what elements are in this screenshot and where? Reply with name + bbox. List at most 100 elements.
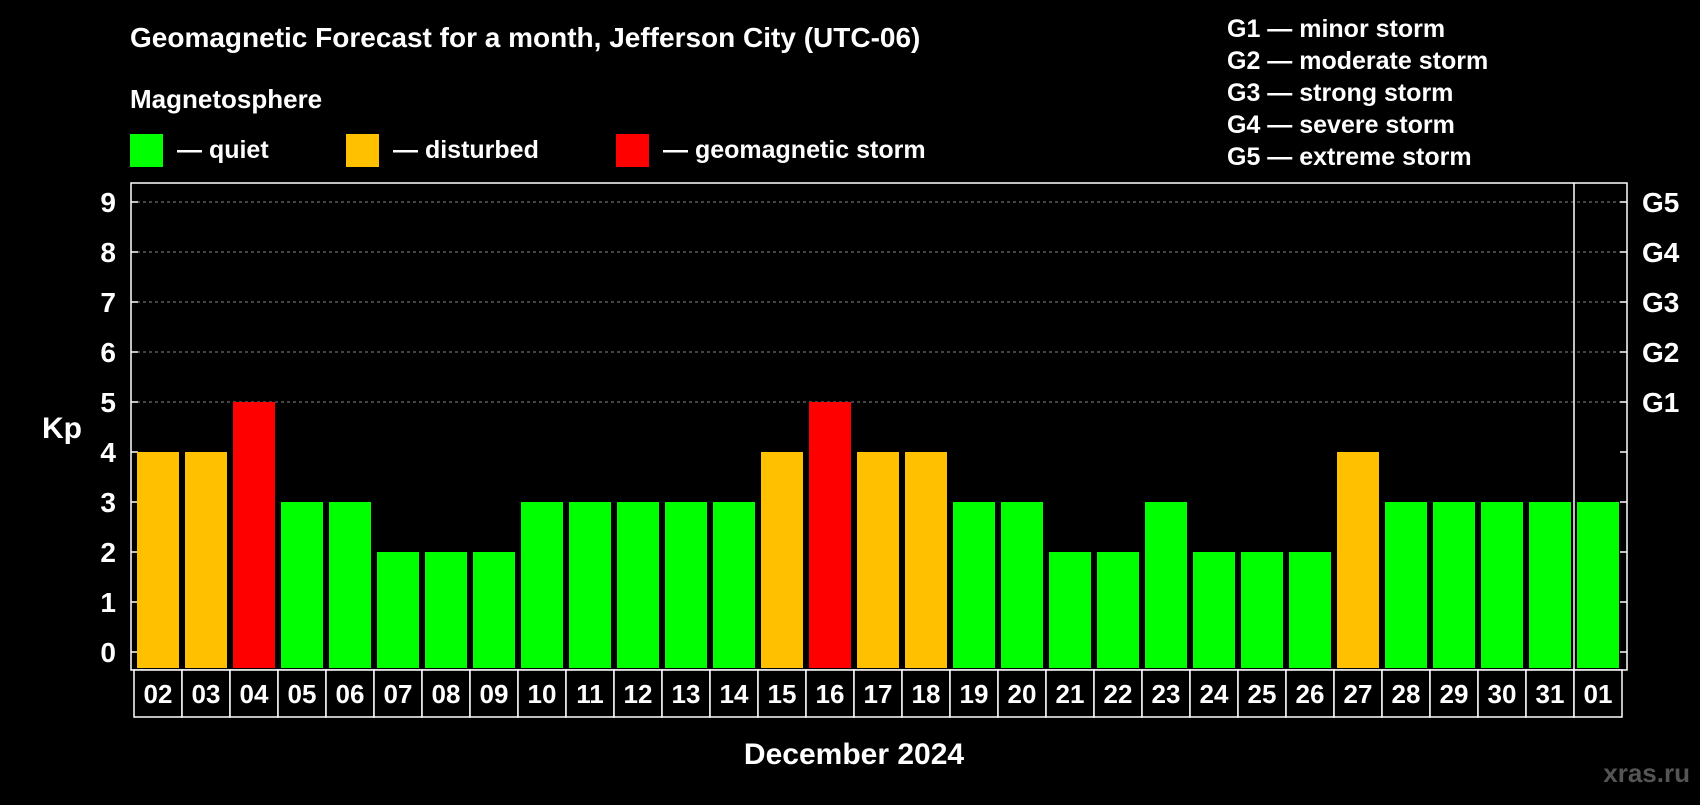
x-tick-box xyxy=(1525,669,1575,718)
bar xyxy=(281,502,323,668)
x-tick-box xyxy=(517,669,567,718)
x-tick-label: 13 xyxy=(672,679,701,709)
storm-scale-g1: G1 — minor storm xyxy=(1227,15,1445,43)
g-level-label: G4 xyxy=(1642,237,1680,268)
x-tick-label: 16 xyxy=(816,679,845,709)
bar xyxy=(1097,552,1139,668)
bar xyxy=(377,552,419,668)
g-level-label: G3 xyxy=(1642,287,1679,318)
x-tick-box xyxy=(949,669,999,718)
bar xyxy=(713,502,755,668)
bar xyxy=(1145,502,1187,668)
y-tick-label: 2 xyxy=(100,537,116,568)
g-level-label: G1 xyxy=(1642,387,1679,418)
bar xyxy=(1577,502,1619,668)
x-tick-box xyxy=(1237,669,1287,718)
bar xyxy=(233,402,275,668)
x-tick-label: 01 xyxy=(1584,679,1613,709)
bar xyxy=(1529,502,1571,668)
bar xyxy=(569,502,611,668)
x-tick-label: 08 xyxy=(432,679,461,709)
g-level-label: G5 xyxy=(1642,187,1679,218)
x-tick-box xyxy=(1429,669,1479,718)
bar xyxy=(761,452,803,668)
bar xyxy=(1289,552,1331,668)
legend-swatch-storm xyxy=(616,134,649,167)
x-tick-box xyxy=(1045,669,1095,718)
storm-scale-g3: G3 — strong storm xyxy=(1227,79,1453,107)
bar xyxy=(617,502,659,668)
bar xyxy=(857,452,899,668)
x-tick-label: 10 xyxy=(528,679,557,709)
x-tick-box xyxy=(1333,669,1383,718)
y-tick-label: 1 xyxy=(100,587,116,618)
bar xyxy=(1385,502,1427,668)
x-tick-label: 09 xyxy=(480,679,509,709)
x-axis-label: December 2024 xyxy=(744,738,964,771)
x-tick-box xyxy=(661,669,711,718)
x-tick-box xyxy=(421,669,471,718)
y-axis-label: Kp xyxy=(42,412,82,445)
x-tick-box xyxy=(325,669,375,718)
x-tick-label: 14 xyxy=(720,679,749,709)
bar xyxy=(905,452,947,668)
x-tick-label: 11 xyxy=(576,679,604,709)
x-tick-box xyxy=(613,669,663,718)
bar xyxy=(473,552,515,668)
bar xyxy=(665,502,707,668)
x-tick-box xyxy=(1285,669,1335,718)
x-tick-label: 28 xyxy=(1392,679,1421,709)
x-tick-box xyxy=(1573,669,1623,718)
x-tick-box xyxy=(901,669,951,718)
x-tick-label: 05 xyxy=(288,679,317,709)
storm-scale-g4: G4 — severe storm xyxy=(1227,111,1455,139)
x-tick-label: 02 xyxy=(144,679,173,709)
bar xyxy=(1193,552,1235,668)
y-tick-label: 3 xyxy=(100,487,116,518)
y-tick-label: 8 xyxy=(100,237,116,268)
storm-scale-g2: G2 — moderate storm xyxy=(1227,47,1488,75)
x-tick-label: 20 xyxy=(1008,679,1037,709)
bar xyxy=(521,502,563,668)
x-tick-label: 21 xyxy=(1056,679,1085,709)
bar xyxy=(1241,552,1283,668)
bar xyxy=(809,402,851,668)
x-tick-label: 31 xyxy=(1536,679,1565,709)
legend-heading: Magnetosphere xyxy=(130,84,322,114)
x-tick-label: 24 xyxy=(1200,679,1229,709)
x-tick-label: 29 xyxy=(1440,679,1469,709)
chart-title: Geomagnetic Forecast for a month, Jeffer… xyxy=(130,22,920,53)
y-tick-label: 6 xyxy=(100,337,116,368)
x-tick-label: 25 xyxy=(1248,679,1277,709)
y-tick-label: 4 xyxy=(100,437,116,468)
y-tick-label: 5 xyxy=(100,387,116,418)
bar xyxy=(1433,502,1475,668)
x-tick-label: 04 xyxy=(240,679,269,709)
legend-label-quiet: — quiet xyxy=(177,136,269,164)
legend-label-storm: — geomagnetic storm xyxy=(663,136,926,164)
x-tick-box xyxy=(1093,669,1143,718)
watermark: xras.ru xyxy=(1603,758,1690,788)
x-tick-label: 27 xyxy=(1344,679,1373,709)
legend-swatch-quiet xyxy=(130,134,163,167)
storm-scale-g5: G5 — extreme storm xyxy=(1227,143,1472,171)
bar xyxy=(1001,502,1043,668)
legend-swatch-disturbed xyxy=(346,134,379,167)
x-tick-box xyxy=(853,669,903,718)
x-tick-label: 15 xyxy=(768,679,797,709)
x-tick-box xyxy=(1141,669,1191,718)
x-tick-label: 03 xyxy=(192,679,221,709)
x-tick-box xyxy=(229,669,279,718)
y-tick-label: 7 xyxy=(100,287,116,318)
x-tick-label: 30 xyxy=(1488,679,1517,709)
bar xyxy=(185,452,227,668)
x-tick-label: 23 xyxy=(1152,679,1181,709)
bar xyxy=(1337,452,1379,668)
x-tick-box xyxy=(805,669,855,718)
x-tick-box xyxy=(133,669,183,718)
x-tick-label: 12 xyxy=(624,679,653,709)
bar xyxy=(329,502,371,668)
x-tick-label: 18 xyxy=(912,679,941,709)
